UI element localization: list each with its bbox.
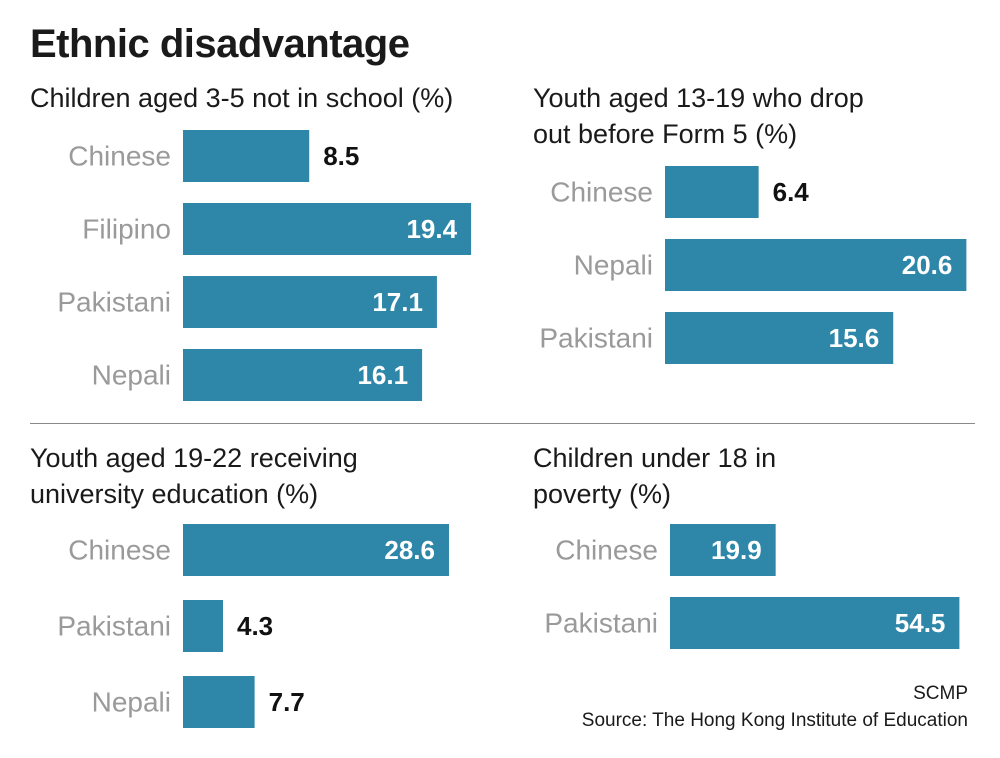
bar [670,597,960,649]
panel-title: Youth aged 19-22 receiving university ed… [30,440,358,512]
category-label: Nepali [92,360,171,391]
panel-title: Children aged 3-5 not in school (%) [30,80,453,116]
value-label: 7.7 [269,687,305,717]
category-label: Pakistani [57,611,171,642]
category-label: Nepali [574,250,653,281]
panel-title-line: Children aged 3-5 not in school (%) [30,83,454,113]
value-label: 4.3 [237,611,273,641]
bar [665,312,894,364]
bar-group-nepali: Nepali 16.1 [92,349,423,401]
value-label: 6.4 [773,177,810,207]
panel-children-poverty: Children under 18 in poverty (%) [533,440,973,660]
source-text: Source: The Hong Kong Institute of Educa… [581,710,968,731]
bar-group-chinese: Chinese 8.5 [68,130,359,182]
bar-group-chinese: Chinese 19.9 [555,524,776,576]
value-label: 20.6 [902,250,953,280]
bar-chart-youth-university: Chinese 28.6 Pakistani 4.3 Nepali 7.7 [57,524,449,728]
bar-group-pakistani: Pakistani 4.3 [57,600,273,652]
value-label: 16.1 [357,360,408,390]
bar [183,676,255,728]
panel-title-line: Youth aged 19-22 receiving [30,443,358,473]
category-label: Nepali [92,687,171,718]
panel-title-line: Children under 18 in [533,443,777,473]
panel-title-line: Youth aged 13-19 who drop [533,83,864,113]
category-label: Pakistani [539,323,653,354]
bar-chart-children-poverty: Chinese 19.9 Pakistani 54.5 [544,524,960,649]
value-label: 15.6 [829,323,880,353]
bar-chart-children-not-in-school: Chinese 8.5 Filipino 19.4 Pakistani 17.1 Nepal… [57,130,472,401]
panel-youth-drop-out: Youth aged 13-19 who drop out before For… [533,80,973,410]
value-label: 28.6 [384,535,435,565]
credit-text: SCMP [913,683,968,704]
category-label: Pakistani [544,608,658,639]
bar-group-pakistani: Pakistani 54.5 [544,597,960,649]
bar [183,276,437,328]
bar-chart-youth-drop-out: Chinese 6.4 Nepali 20.6 Pakistani 15.6 [539,166,967,364]
value-label: 19.9 [711,535,762,565]
category-label: Filipino [82,214,171,245]
panel-children-not-in-school: Children aged 3-5 not in school (%) [30,80,480,410]
value-label: 19.4 [406,214,457,244]
bar-group-nepali: Nepali 7.7 [92,676,305,728]
bar [670,524,776,576]
bar [183,349,423,401]
section-divider [30,423,975,424]
value-label: 54.5 [895,608,946,638]
bar [183,600,223,652]
bar-group-pakistani: Pakistani 17.1 [57,276,437,328]
category-label: Pakistani [57,287,171,318]
bar [183,130,310,182]
bar [665,239,967,291]
bar-group-pakistani: Pakistani 15.6 [539,312,894,364]
category-label: Chinese [68,535,171,566]
panel-title-line: university education (%) [30,479,319,509]
chart-title: Ethnic disadvantage [30,22,410,66]
bar-group-chinese: Chinese 28.6 [68,524,449,576]
category-label: Chinese [550,177,653,208]
panel-title: Youth aged 13-19 who drop out before For… [533,80,864,152]
bar-group-chinese: Chinese 6.4 [550,166,809,218]
bar-group-nepali: Nepali 20.6 [574,239,967,291]
bar [183,524,449,576]
credit-block: SCMP Source: The Hong Kong Institute of … [582,680,968,734]
category-label: Chinese [68,141,171,172]
panel-title-line: out before Form 5 (%) [533,119,798,149]
bar-group-filipino: Filipino 19.4 [82,203,472,255]
bar [665,166,759,218]
panel-title: Children under 18 in poverty (%) [533,440,776,512]
panel-youth-university: Youth aged 19-22 receiving university ed… [30,440,480,740]
panel-title-line: poverty (%) [533,479,672,509]
value-label: 17.1 [372,287,423,317]
category-label: Chinese [555,535,658,566]
value-label: 8.5 [323,141,359,171]
bar [183,203,472,255]
